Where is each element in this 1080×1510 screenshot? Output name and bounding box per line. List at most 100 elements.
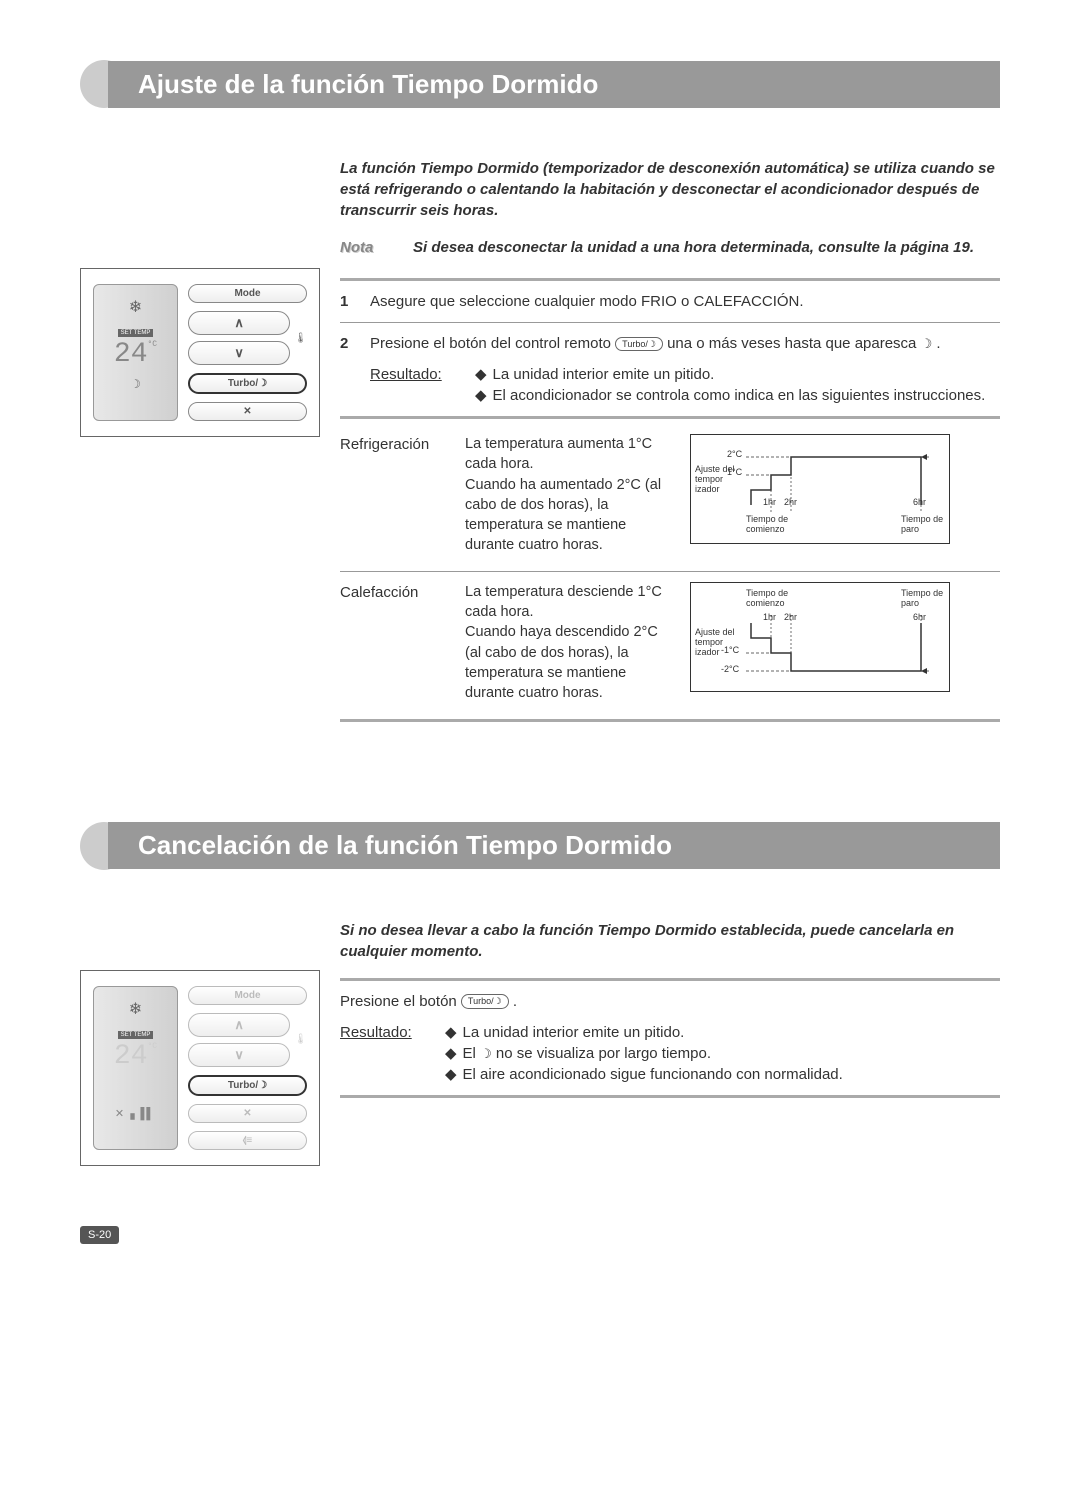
fan-bars-icon: ✕▗▐▌ (100, 1107, 171, 1120)
remote-column-1: ❄ SET TEMP 24°C ☽ Mode ∧ ∨ 🌡 Turbo/☽ (80, 158, 320, 732)
content-row-1: ❄ SET TEMP 24°C ☽ Mode ∧ ∨ 🌡 Turbo/☽ (80, 158, 1000, 732)
text-column-2: Si no desea llevar a cabo la función Tie… (340, 920, 1000, 1166)
step-number: 2 (340, 333, 355, 406)
divider (340, 278, 1000, 281)
cooling-chart: Ajuste del tempor izador 2°C 1°C 1hr 2hr… (690, 434, 950, 544)
turbo-button: Turbo/☽ (188, 1075, 307, 1096)
intro-text-1: La función Tiempo Dormido (temporizador … (340, 158, 1000, 221)
turbo-button: Turbo/☽ (188, 373, 307, 394)
bullet-icon: ◆ (445, 1064, 457, 1085)
step-text: Asegure que seleccione cualquier modo FR… (370, 291, 1000, 312)
moon-inline-icon: ☽ (921, 335, 933, 353)
remote-buttons: Mode ∧ ∨ 🌡 Turbo/☽ ✕ (188, 284, 307, 421)
bullet-icon: ◆ (475, 385, 487, 406)
bullet-icon: ◆ (445, 1022, 457, 1043)
remote-display: ❄ SET TEMP 24°C ✕▗▐▌ (93, 986, 178, 1150)
remote-buttons: Mode ∧ ∨ 🌡 Turbo/☽ ✕ ⦉≡ (188, 986, 307, 1150)
result-items: ◆ La unidad interior emite un pitido. ◆ El… (475, 364, 1000, 406)
chart-start: Tiempo de comienzo (746, 515, 806, 535)
set-temp-label: SET TEMP (118, 329, 154, 337)
result-items: ◆ La unidad interior emite un pitido. ◆ El… (445, 1022, 1000, 1085)
mode-button: Mode (188, 284, 307, 303)
step-number: 1 (340, 291, 355, 312)
content-row-2: ❄ SET TEMP 24°C ✕▗▐▌ Mode ∧ ∨ 🌡 (80, 920, 1000, 1166)
turbo-inline-icon: Turbo/☽ (461, 994, 509, 1009)
turbo-inline-icon: Turbo/☽ (615, 337, 663, 352)
nota-label: Nota (340, 237, 395, 258)
divider (340, 1095, 1000, 1098)
chart-stop: Tiempo de paro (901, 515, 951, 535)
divider (340, 571, 1000, 572)
result-text: La unidad interior emite un pitido. (463, 1022, 685, 1043)
result-label: Resultado: (370, 364, 465, 406)
divider (340, 719, 1000, 722)
bullet-icon: ◆ (475, 364, 487, 385)
step-text: Presione el botón del control remoto Tur… (370, 333, 1000, 406)
chart-1hr: 1hr (763, 613, 776, 623)
chart-6hr: 6hr (913, 613, 926, 623)
set-temp-label: SET TEMP (118, 1031, 154, 1039)
chart-m2c: -2°C (721, 665, 739, 675)
chart-1c: 1°C (727, 468, 742, 478)
chart-1hr: 1hr (763, 498, 776, 508)
cooling-label: Refrigeración (340, 434, 450, 556)
remote-column-2: ❄ SET TEMP 24°C ✕▗▐▌ Mode ∧ ∨ 🌡 (80, 920, 320, 1166)
nota-text: Si desea desconectar la unidad a una hor… (413, 237, 1000, 258)
result-label: Resultado: (340, 1022, 435, 1085)
heating-label: Calefacción (340, 582, 450, 704)
swing-button: ⦉≡ (188, 1131, 307, 1150)
moon-icon: ☽ (130, 377, 141, 391)
section-title-2: Cancelación de la función Tiempo Dormido (108, 822, 1000, 869)
heating-row: Calefacción La temperatura desciende 1°C… (340, 582, 1000, 704)
section-header-2: Cancelación de la función Tiempo Dormido (80, 822, 1000, 870)
section-title-1: Ajuste de la función Tiempo Dormido (108, 61, 1000, 108)
snowflake-icon: ❄ (100, 999, 171, 1019)
step-2: 2 Presione el botón del control remoto T… (340, 333, 1000, 406)
mode-table: Refrigeración La temperatura aumenta 1°C… (340, 434, 1000, 704)
cooling-row: Refrigeración La temperatura aumenta 1°C… (340, 434, 1000, 556)
down-button: ∨ (188, 1043, 290, 1067)
remote-illustration-2: ❄ SET TEMP 24°C ✕▗▐▌ Mode ∧ ∨ 🌡 (80, 970, 320, 1166)
chart-6hr: 6hr (913, 498, 926, 508)
remote-display: ❄ SET TEMP 24°C ☽ (93, 284, 178, 421)
up-button: ∧ (188, 311, 290, 335)
text-column-1: La función Tiempo Dormido (temporizador … (340, 158, 1000, 732)
snowflake-icon: ❄ (100, 297, 171, 317)
remote-illustration-1: ❄ SET TEMP 24°C ☽ Mode ∧ ∨ 🌡 Turbo/☽ (80, 268, 320, 437)
result-text: El ☽ no se visualiza por largo tiempo. (463, 1043, 711, 1064)
chart-stop: Tiempo de paro (901, 589, 951, 609)
step-text: Presione el botón Turbo/☽ . (340, 991, 1000, 1012)
cooling-desc: La temperatura aumenta 1°C cada hora. Cu… (465, 434, 675, 556)
result-row: Resultado: ◆ La unidad interior emite un … (370, 364, 1000, 406)
section-header-1: Ajuste de la función Tiempo Dormido (80, 60, 1000, 108)
temp-value: 24°C (100, 341, 171, 369)
step-1: 1 Asegure que seleccione cualquier modo … (340, 291, 1000, 312)
chart-2hr: 2hr (784, 613, 797, 623)
divider (340, 322, 1000, 323)
chart-start: Tiempo de comienzo (746, 589, 806, 609)
bullet-icon: ◆ (445, 1043, 457, 1064)
fan-button: ✕ (188, 402, 307, 421)
moon-inline-icon: ☽ (480, 1045, 492, 1063)
result-text: La unidad interior emite un pitido. (493, 364, 715, 385)
heating-chart: Ajuste del tempor izador -1°C -2°C 1hr 2… (690, 582, 950, 692)
divider (340, 978, 1000, 981)
result-text: El aire acondicionado sigue funcionando … (463, 1064, 843, 1085)
page-number: S-20 (80, 1226, 119, 1244)
intro-text-2: Si no desea llevar a cabo la función Tie… (340, 920, 1000, 962)
nota-row: Nota Si desea desconectar la unidad a un… (340, 237, 1000, 258)
thermometer-icon: 🌡 (294, 333, 307, 344)
mode-button: Mode (188, 986, 307, 1005)
result-row-2: Resultado: ◆ La unidad interior emite un … (340, 1022, 1000, 1085)
heating-desc: La temperatura desciende 1°C cada hora. … (465, 582, 675, 704)
fan-button: ✕ (188, 1104, 307, 1123)
result-text: El acondicionador se controla como indic… (493, 385, 986, 406)
chart-m1c: -1°C (721, 646, 739, 656)
divider (340, 416, 1000, 419)
up-button: ∧ (188, 1013, 290, 1037)
thermometer-icon: 🌡 (294, 1034, 307, 1045)
chart-2hr: 2hr (784, 498, 797, 508)
chart-2c: 2°C (727, 450, 742, 460)
down-button: ∨ (188, 341, 290, 365)
temp-value: 24°C (100, 1043, 171, 1071)
